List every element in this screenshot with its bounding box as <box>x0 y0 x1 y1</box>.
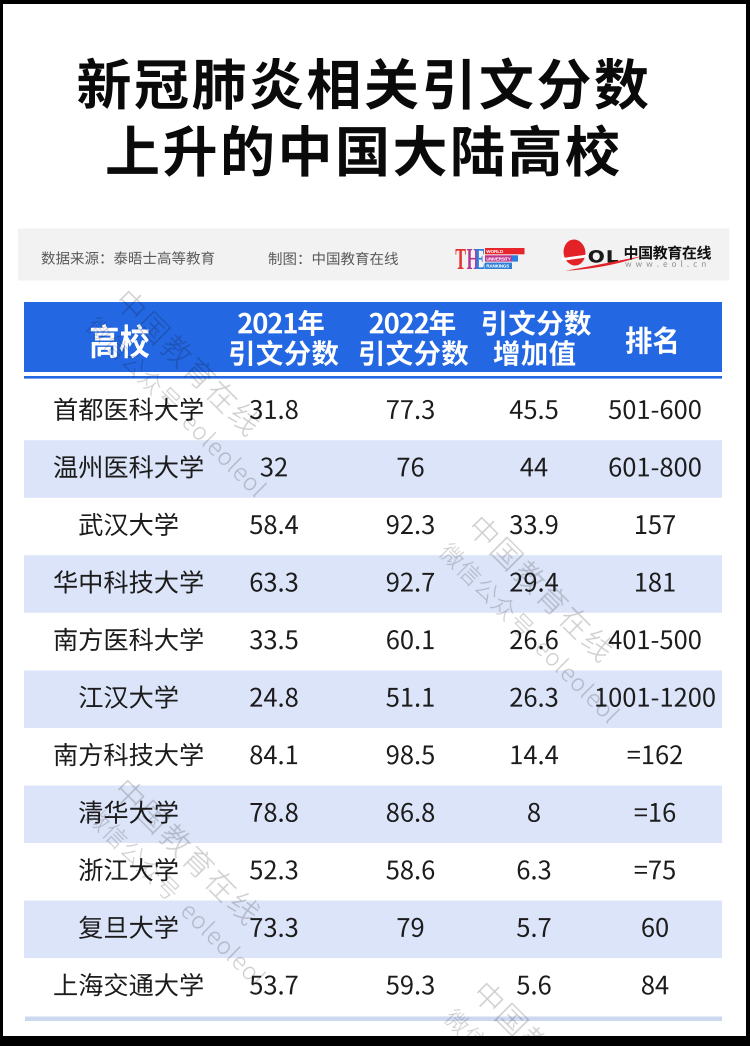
svg-text:H: H <box>467 243 480 277</box>
svg-text:T: T <box>455 243 466 277</box>
svg-text:RANKINGS: RANKINGS <box>486 264 509 269</box>
svg-text:UNIVERSITY: UNIVERSITY <box>486 256 511 261</box>
svg-text:WORLD: WORLD <box>486 249 504 254</box>
svg-text:E: E <box>475 243 486 277</box>
